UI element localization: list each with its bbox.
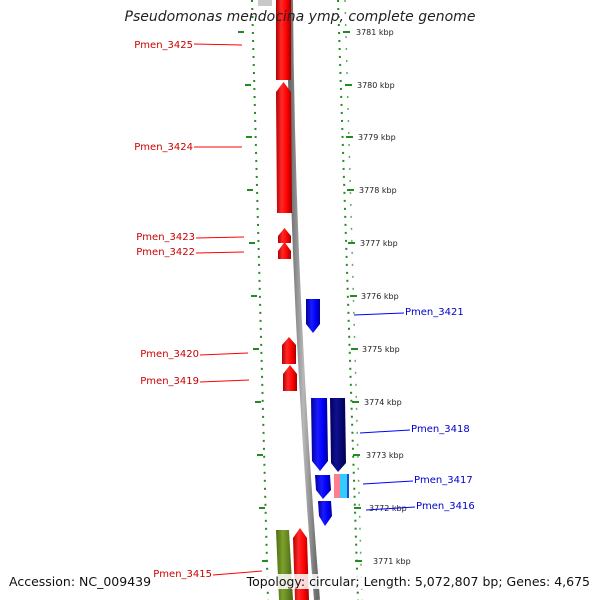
gene-arrow-dark (330, 398, 346, 472)
gene-fragment-top (258, 0, 272, 6)
gene-label-Pmen_3415[interactable]: Pmen_3415 (153, 569, 212, 580)
gene-feature-pink (334, 474, 340, 498)
gene-Pmen_3419[interactable] (283, 365, 297, 391)
gene-Pmen_3425[interactable] (276, 0, 291, 80)
gene-Pmen_3417[interactable] (315, 474, 349, 499)
tick-label: 3774 kbp (364, 398, 402, 407)
gene-Pmen_3418[interactable] (311, 398, 346, 472)
gene-Pmen_3422[interactable] (278, 242, 291, 259)
gene-arrow-olive (276, 530, 293, 600)
accession-text: Accession: NC_009439 (8, 574, 153, 589)
scale-tick: 3775 kbp (253, 345, 400, 354)
gene-label-Pmen_3420[interactable]: Pmen_3420 (140, 349, 199, 360)
gene-arrow (318, 501, 332, 526)
tick-label: 3777 kbp (360, 239, 398, 248)
gene-label-Pmen_3419[interactable]: Pmen_3419 (140, 376, 199, 387)
gene-arrow (311, 398, 328, 471)
label-connectors (193, 43, 416, 576)
gene-feature-blue (347, 474, 349, 498)
gene-label-Pmen_3421[interactable]: Pmen_3421 (405, 307, 464, 318)
tick-label: 3778 kbp (359, 186, 397, 195)
scale-tick: 3778 kbp (247, 186, 397, 195)
gene-label-Pmen_3425[interactable]: Pmen_3425 (134, 40, 193, 51)
gene-label-Pmen_3417[interactable]: Pmen_3417 (414, 475, 473, 486)
tick-label: 3771 kbp (373, 557, 411, 566)
gene-arrow (306, 299, 320, 333)
gene-label-Pmen_3418[interactable]: Pmen_3418 (411, 424, 470, 435)
gene-arrow (276, 0, 291, 80)
gene-label-Pmen_3424[interactable]: Pmen_3424 (134, 142, 193, 153)
gene-Pmen_3424[interactable] (276, 82, 292, 213)
gene-labels: Pmen_3425 Pmen_3424 Pmen_3423 Pmen_3422 … (134, 40, 474, 580)
gene-arrow (293, 528, 309, 600)
gene-Pmen_3416[interactable] (318, 501, 332, 526)
scale-tick: 3773 kbp (257, 451, 404, 460)
tick-label: 3776 kbp (361, 292, 399, 301)
scale-rail-outer-ext (344, 0, 363, 600)
tick-label: 3773 kbp (366, 451, 404, 460)
gene-olive (276, 530, 293, 600)
scale-tick: 3780 kbp (245, 81, 395, 90)
topology-text: Topology: circular; Length: 5,072,807 bp… (245, 574, 591, 589)
tick-label: 3780 kbp (357, 81, 395, 90)
gene-arrow (276, 82, 292, 213)
scale-tick: 3781 kbp (238, 28, 394, 37)
gene-arrow (315, 475, 331, 499)
scale-tick: 3776 kbp (251, 292, 399, 301)
scale-tick: 3774 kbp (255, 398, 402, 407)
gene-Pmen_3421[interactable] (306, 299, 320, 333)
scale-rail-inner (251, 0, 269, 600)
scale-tick: 3779 kbp (246, 133, 396, 142)
gene-Pmen_3423[interactable] (278, 228, 291, 243)
tick-label: 3775 kbp (362, 345, 400, 354)
scale-tick: 3771 kbp (262, 557, 411, 566)
tick-label: 3781 kbp (356, 28, 394, 37)
gene-Pmen_3415[interactable] (293, 528, 309, 600)
gene-label-Pmen_3423[interactable]: Pmen_3423 (136, 232, 195, 243)
tick-label: 3779 kbp (358, 133, 396, 142)
gene-arrow (282, 337, 296, 364)
gene-feature-cyan (340, 474, 347, 498)
gene-arrow (278, 242, 291, 259)
gene-arrow (278, 228, 291, 243)
gene-arrow (283, 365, 297, 391)
gene-label-Pmen_3422[interactable]: Pmen_3422 (136, 247, 195, 258)
gene-label-Pmen_3416[interactable]: Pmen_3416 (416, 501, 475, 512)
map-title: Pseudomonas mendocina ymp, complete geno… (124, 9, 476, 25)
scale-tick: 3777 kbp (249, 239, 398, 248)
genome-backbone (287, 0, 320, 600)
scale-rail-outer (337, 0, 359, 600)
gene-Pmen_3420[interactable] (282, 337, 296, 364)
